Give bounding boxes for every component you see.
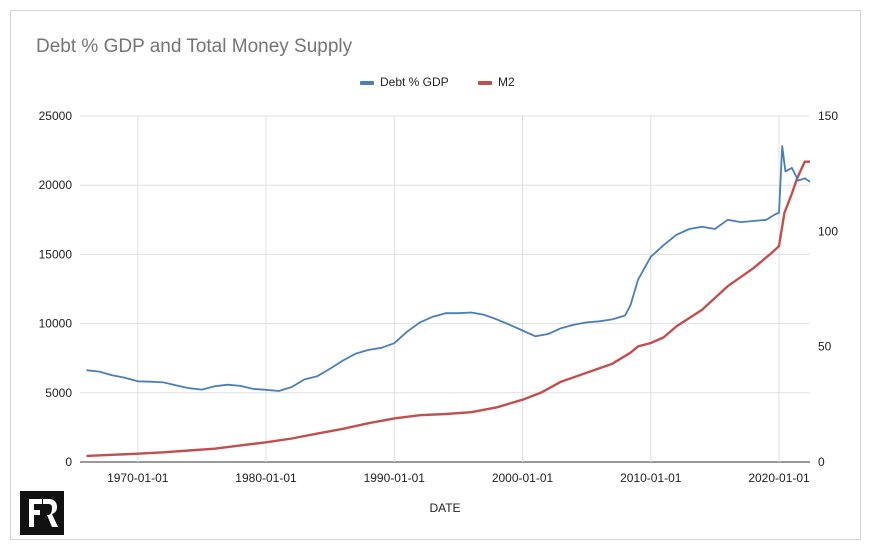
y-left-tick-label: 5000 [45, 386, 72, 400]
x-tick-label: 2000-01-01 [492, 471, 554, 485]
y-right-tick-label: 0 [818, 455, 825, 469]
y-axis-left: 0 5000 10000 15000 20000 25000 [39, 109, 73, 469]
legend-label: Debt % GDP [380, 75, 449, 89]
y-left-tick-label: 25000 [39, 109, 73, 123]
series-line-m2 [86, 160, 810, 458]
legend-swatch [360, 81, 374, 85]
x-tick-label: 1990-01-01 [364, 471, 426, 485]
x-axis: 1970-01-01 1980-01-01 1990-01-01 2000-01-01… [107, 471, 810, 485]
fr-logo [20, 491, 64, 535]
grid-layer [80, 115, 810, 463]
y-right-tick-label: 50 [818, 340, 832, 354]
legend-swatch [478, 81, 492, 85]
y-axis-right: 0 50 100 150 [818, 109, 838, 469]
legend: Debt % GDP M2 [360, 75, 515, 89]
y-right-tick-label: 150 [818, 109, 838, 123]
chart-frame [10, 10, 861, 540]
x-tick-label: 2010-01-01 [620, 471, 682, 485]
x-tick-label: 1970-01-01 [107, 471, 169, 485]
series-layer [86, 145, 811, 458]
y-right-tick-label: 100 [818, 224, 838, 238]
y-left-tick-label: 0 [65, 455, 72, 469]
x-tick-label: 1980-01-01 [235, 471, 297, 485]
chart-title: Debt % GDP and Total Money Supply [36, 36, 353, 57]
legend-label: M2 [498, 75, 515, 89]
y-left-tick-label: 15000 [39, 247, 73, 261]
x-axis-label: DATE [429, 501, 460, 515]
y-left-tick-label: 20000 [39, 178, 73, 192]
y-left-tick-label: 10000 [39, 317, 73, 331]
x-tick-label: 2020-01-01 [748, 471, 810, 485]
series-line-debt-gdp [86, 145, 811, 392]
